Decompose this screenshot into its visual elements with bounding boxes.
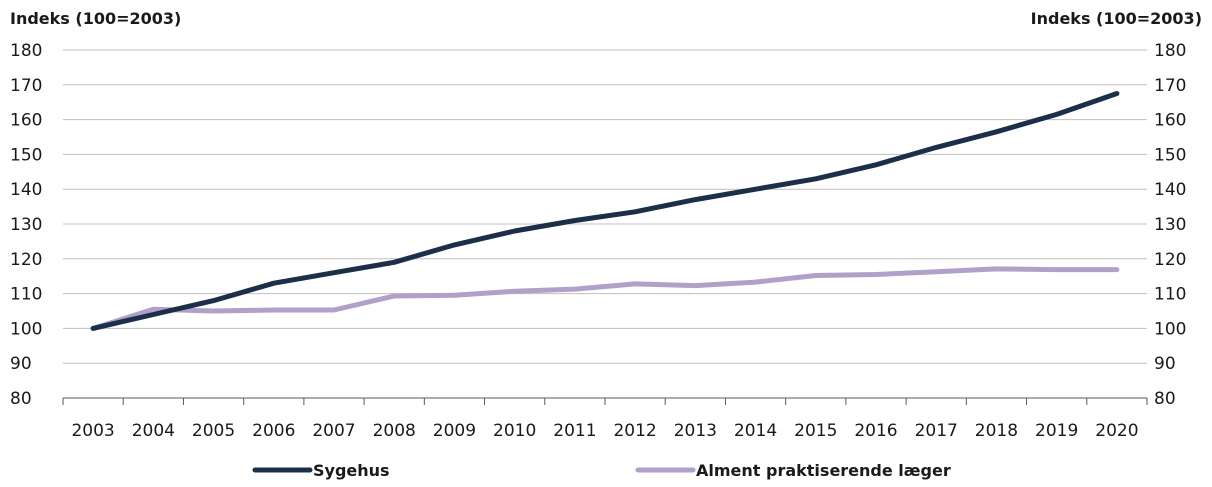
y-tick-label-left: 150 [10,145,42,165]
y-tick-label-right: 110 [1154,285,1186,305]
y-tick-label-left: 110 [10,285,42,305]
series-lines [90,91,1120,331]
x-tick-label: 2013 [674,421,717,441]
x-tick-label: 2015 [794,421,837,441]
x-tick-label: 2017 [915,421,958,441]
y-tick-label-left: 120 [10,250,42,270]
y-tick-label-right: 90 [1154,354,1176,374]
y-axis-left: 80 90 100 110 120 130 140 150 160 170 180 [10,41,42,409]
series-line-sygehus [90,91,1120,331]
y-tick-label-left: 160 [10,111,42,131]
y-tick-label-right: 160 [1154,111,1186,131]
y-tick-label-right: 120 [1154,250,1186,270]
x-tick-label: 2007 [312,421,355,441]
series-line-alment-praktiserende-læger [90,266,1120,331]
y-tick-label-left: 170 [10,76,42,96]
x-tick-label: 2004 [132,421,175,441]
x-tick-label: 2018 [975,421,1018,441]
legend-label: Alment praktiserende læger [696,461,951,480]
y-tick-label-left: 90 [10,354,32,374]
gridlines [63,49,1147,364]
x-tick-label: 2019 [1035,421,1078,441]
legend-item: Sygehus [252,461,390,480]
x-tick-label: 2010 [493,421,536,441]
y-tick-label-left: 180 [10,41,42,61]
legend: Sygehus Alment praktiserende læger [252,461,951,480]
legend-item: Alment praktiserende læger [635,461,951,480]
y-tick-label-right: 80 [1154,389,1176,409]
y-tick-label-left: 140 [10,180,42,200]
y-tick-label-right: 140 [1154,180,1186,200]
y-axis-right: 80 90 100 110 120 130 140 150 160 170 180 [1154,41,1186,409]
legend-label: Sygehus [313,461,390,480]
y-tick-label-right: 100 [1154,319,1186,339]
y-tick-label-left: 80 [10,389,32,409]
y-tick-label-right: 130 [1154,215,1186,235]
x-tick-label: 2008 [373,421,416,441]
x-tick-label: 2012 [613,421,656,441]
y-axis-title-right: Indeks (100=2003) [1031,9,1202,28]
x-tick-label: 2011 [553,421,596,441]
x-tick-label: 2003 [71,421,114,441]
y-tick-label-right: 170 [1154,76,1186,96]
x-tick-label: 2005 [192,421,235,441]
x-tick-label: 2016 [854,421,897,441]
x-tick-label: 2006 [252,421,295,441]
y-axis-title-left: Indeks (100=2003) [10,9,181,28]
y-tick-label-left: 130 [10,215,42,235]
y-tick-label-right: 150 [1154,145,1186,165]
x-tick-label: 2014 [734,421,777,441]
y-tick-label-left: 100 [10,319,42,339]
x-tick-label: 2020 [1095,421,1138,441]
x-axis: 2003 2004 2005 2006 2007 2008 2009 2010 2011 2012… [62,397,1148,441]
x-tick-label: 2009 [433,421,476,441]
y-tick-label-right: 180 [1154,41,1186,61]
